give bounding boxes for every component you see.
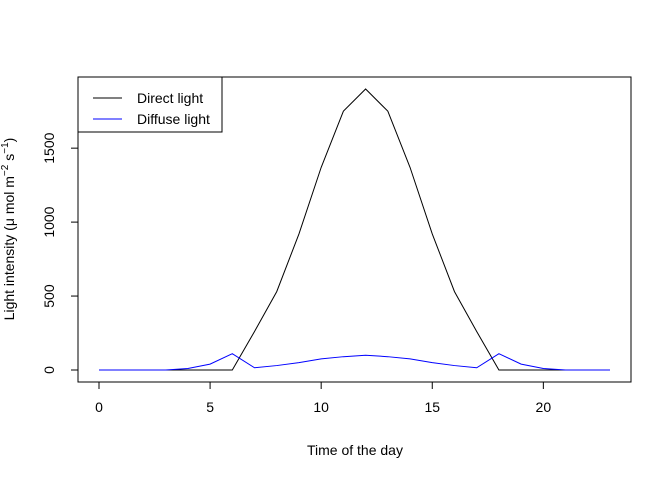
y-axis-label-sup2: −1: [0, 142, 11, 154]
y-axis-label-mu: μ: [1, 218, 17, 226]
legend-label-diffuse-light: Diffuse light: [137, 111, 210, 127]
x-axis: 0 5 10 15 20: [95, 381, 552, 415]
series-line-direct-light: [99, 88, 610, 371]
y-tick-label: 0: [41, 366, 57, 374]
y-tick-label: 1000: [41, 206, 57, 237]
y-tick-label: 500: [41, 284, 57, 308]
y-axis-label-sup1: −2: [0, 164, 11, 176]
legend-label-direct-light: Direct light: [137, 90, 203, 106]
y-axis: 0 500 1000 1500: [41, 132, 79, 374]
y-tick-label: 1500: [41, 132, 57, 163]
x-tick-label: 20: [536, 399, 552, 415]
series-line-diffuse-light: [99, 353, 610, 371]
legend-box: [77, 76, 223, 133]
x-tick-label: 15: [424, 399, 440, 415]
y-axis-label: Light intensity (μ mol m−2 s−1): [0, 138, 17, 321]
x-tick-label: 5: [206, 399, 214, 415]
y-axis-label-mid1: mol m: [1, 176, 17, 218]
x-tick-label: 10: [313, 399, 329, 415]
x-axis-label: Time of the day: [307, 442, 403, 458]
y-axis-label-end: ): [1, 138, 17, 143]
y-axis-label-mid2: s: [1, 154, 17, 165]
x-tick-label: 0: [95, 399, 103, 415]
legend: Direct light Diffuse light: [77, 76, 223, 133]
y-axis-label-base: Light intensity (: [1, 226, 17, 320]
